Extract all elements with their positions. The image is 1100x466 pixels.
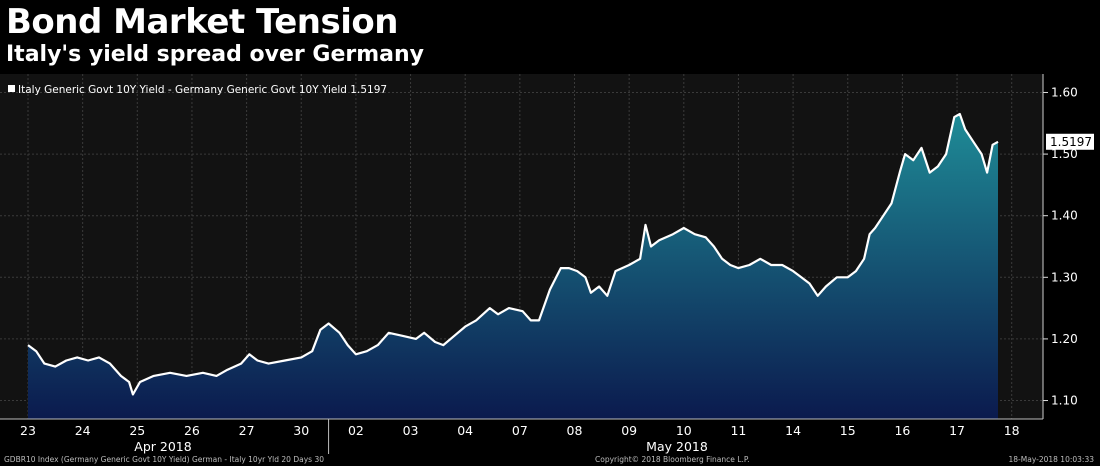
x-tick-label: 07 — [512, 423, 528, 438]
month-label: Apr 2018 — [134, 439, 191, 454]
x-tick-label: 27 — [239, 423, 255, 438]
x-tick-label: 04 — [457, 423, 473, 438]
x-axis-band — [0, 419, 1100, 454]
series-line — [27, 112, 999, 396]
x-tick-label: 17 — [949, 423, 965, 438]
y-tick-label: 1.40 — [1051, 209, 1078, 223]
x-tick-label: 11 — [730, 423, 746, 438]
x-tick-label: 14 — [785, 423, 801, 438]
chart-footer: GDBR10 Index (Germany Generic Govt 10Y Y… — [0, 454, 1100, 466]
y-tick-label: 1.10 — [1051, 394, 1078, 408]
last-value-label: 1.5197 — [1050, 135, 1092, 149]
y-tick-label: 1.60 — [1051, 85, 1078, 99]
chart-header: Bond Market Tension Italy's yield spread… — [0, 0, 1100, 74]
chart-title: Bond Market Tension — [6, 2, 398, 42]
x-tick-label: 24 — [75, 423, 91, 438]
x-tick-label: 26 — [184, 423, 200, 438]
y-tick-label: 1.50 — [1051, 147, 1078, 161]
month-label: May 2018 — [646, 439, 708, 454]
x-tick-label: 03 — [403, 423, 419, 438]
x-tick-label: 08 — [567, 423, 583, 438]
x-tick-label: 16 — [894, 423, 910, 438]
footer-copyright: Copyright© 2018 Bloomberg Finance L.P. — [595, 455, 750, 464]
series-area — [28, 114, 998, 419]
x-tick-label: 09 — [621, 423, 637, 438]
x-tick-label: 23 — [20, 423, 36, 438]
x-tick-label: 15 — [840, 423, 856, 438]
footer-source: GDBR10 Index (Germany Generic Govt 10Y Y… — [4, 455, 324, 464]
x-tick-label: 25 — [129, 423, 145, 438]
x-tick-label: 10 — [676, 423, 692, 438]
spread-chart: 1.10 1.20 1.30 1.40 1.50 1.60 1.5197 Italy Gene… — [0, 74, 1100, 454]
legend-label: Italy Generic Govt 10Y Yield - Germany G… — [18, 84, 387, 96]
y-tick-label: 1.20 — [1051, 332, 1078, 346]
x-tick-label: 30 — [293, 423, 309, 438]
legend-swatch — [8, 85, 15, 92]
y-tick-label: 1.30 — [1051, 270, 1078, 284]
chart-subtitle: Italy's yield spread over Germany — [6, 42, 425, 67]
x-tick-label: 18 — [1004, 423, 1020, 438]
x-tick-label: 02 — [348, 423, 364, 438]
last-value-box — [1046, 133, 1094, 150]
footer-timestamp: 18-May-2018 10:03:33 — [1008, 455, 1095, 464]
